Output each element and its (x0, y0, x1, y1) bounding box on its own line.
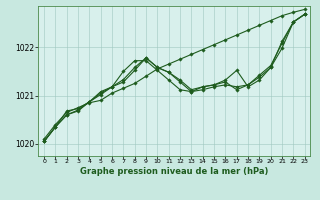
X-axis label: Graphe pression niveau de la mer (hPa): Graphe pression niveau de la mer (hPa) (80, 167, 268, 176)
